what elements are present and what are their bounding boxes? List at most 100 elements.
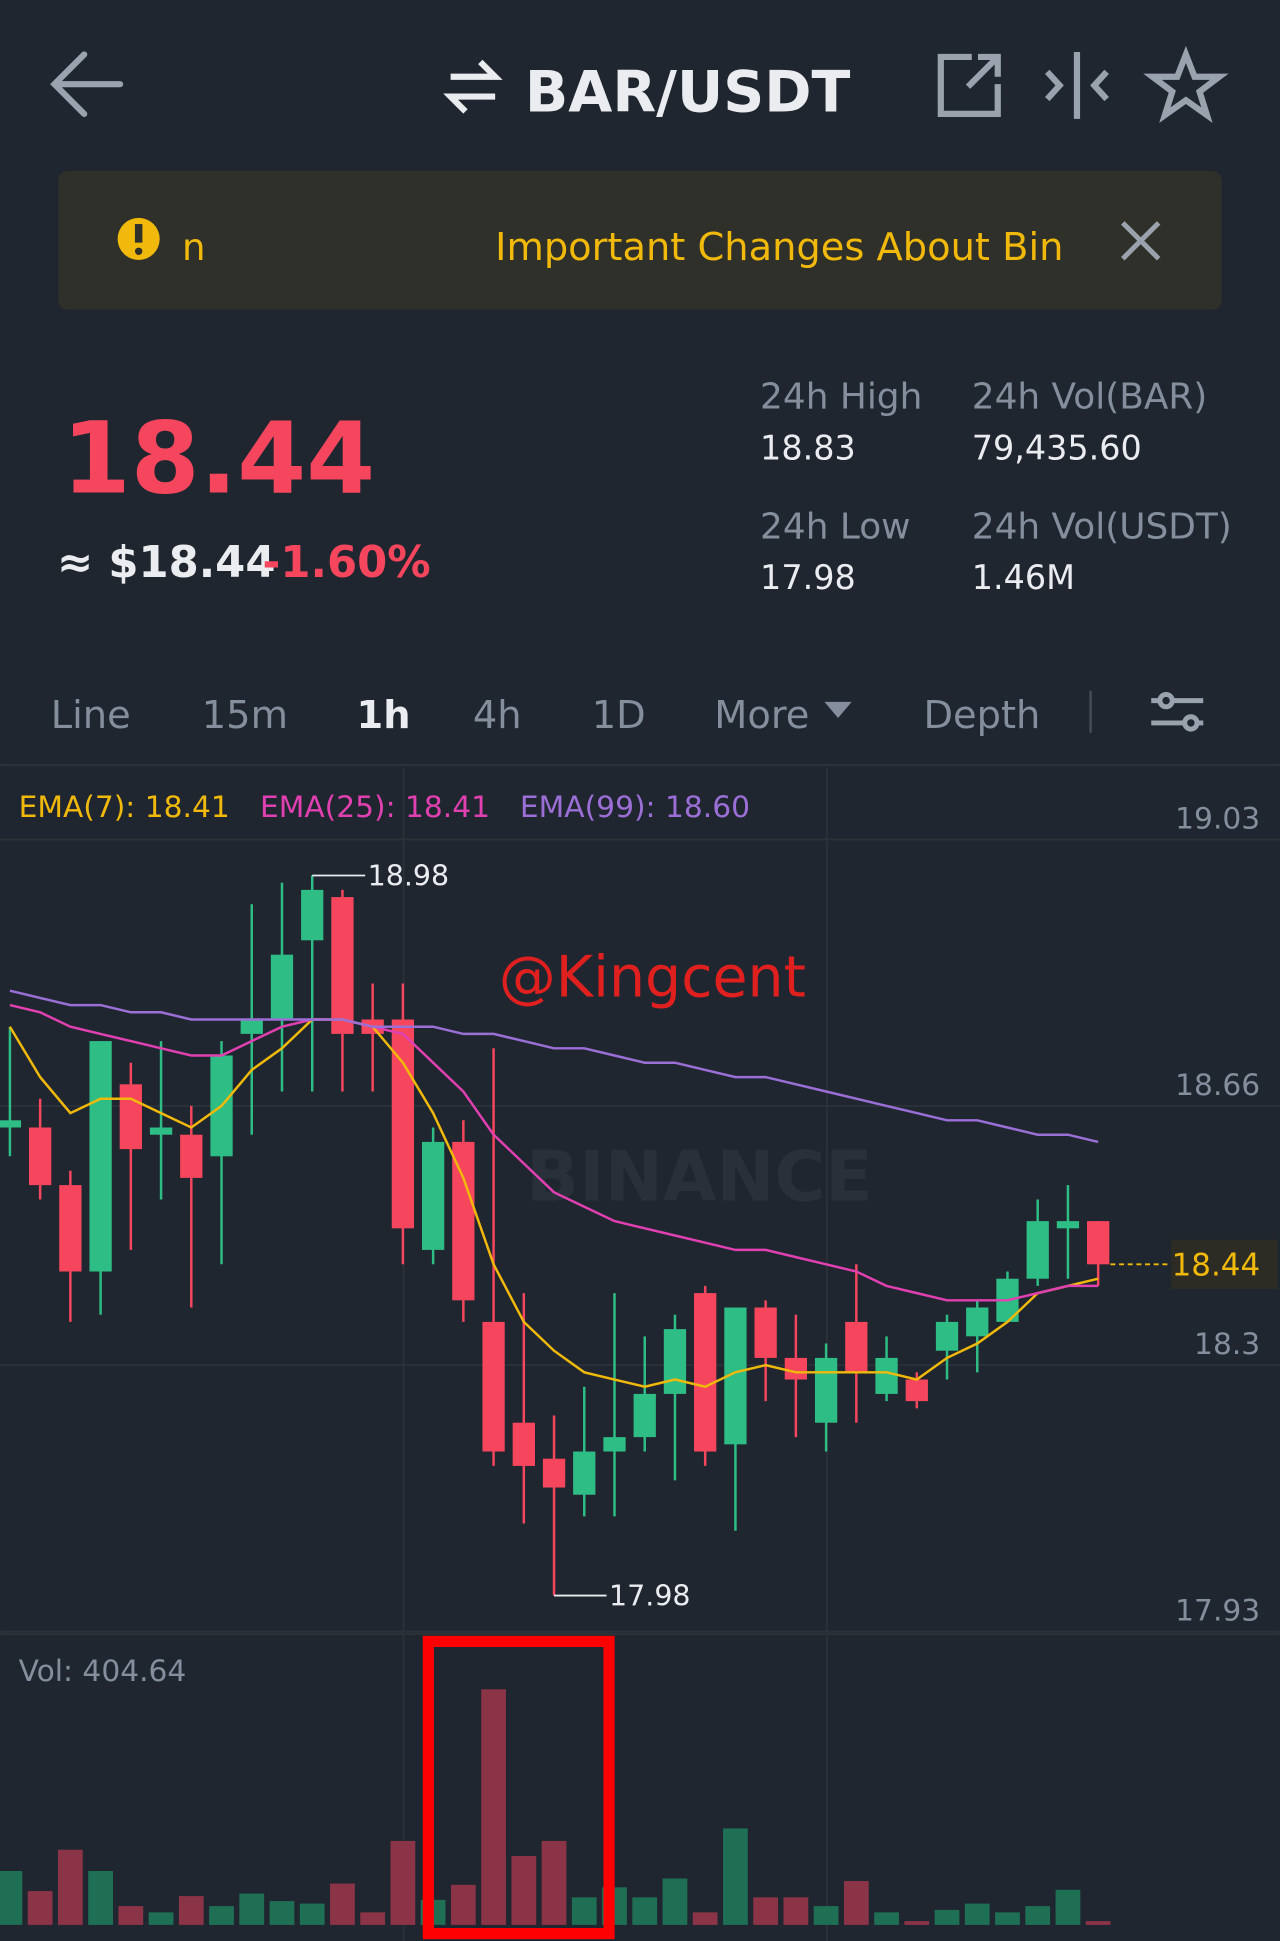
- ema-line: [9, 989, 1099, 1144]
- share-icon[interactable]: [937, 53, 1001, 117]
- approx-price: ≈ $18.44: [57, 538, 276, 588]
- volume-bar: [1055, 1889, 1081, 1925]
- volume-bar: [450, 1884, 476, 1925]
- highlight-box: [422, 1635, 615, 1940]
- ema-line: [9, 1003, 1099, 1302]
- volume-bar: [1085, 1921, 1111, 1925]
- volume-bar: [1025, 1906, 1051, 1925]
- tab[interactable]: 1h: [357, 693, 411, 738]
- dropdown-caret: [824, 701, 852, 718]
- candle-body: [966, 1307, 989, 1337]
- volume-bar: [995, 1912, 1020, 1925]
- price-change: -1.60%: [262, 538, 430, 588]
- volume-bar: [723, 1828, 748, 1925]
- high-label: 18.98: [368, 859, 450, 892]
- candle-body: [149, 1127, 173, 1135]
- legend-entry: EMA(7): 18.41: [19, 790, 230, 825]
- candle-body: [331, 897, 354, 1034]
- close-banner[interactable]: [1121, 221, 1161, 261]
- candle-body: [603, 1437, 626, 1452]
- tab[interactable]: Line: [51, 693, 131, 738]
- volume-bar: [118, 1906, 144, 1925]
- back-button[interactable]: [50, 51, 124, 117]
- candle-body: [180, 1134, 203, 1178]
- candle-body: [724, 1307, 747, 1445]
- volume-bar: [692, 1912, 718, 1925]
- favorite-icon[interactable]: [1143, 45, 1229, 123]
- volume-bar: [148, 1912, 174, 1925]
- candle-body: [240, 1019, 263, 1034]
- stat-label: 24h Vol(USDT): [972, 506, 1232, 547]
- y-tick-label: 18.66: [1175, 1068, 1260, 1103]
- volume-bar: [753, 1897, 779, 1925]
- watermark: @Kingcent: [499, 944, 806, 1010]
- legend-entry: EMA(99): 18.60: [520, 790, 750, 825]
- candle-body: [905, 1379, 928, 1402]
- stat-value: 79,435.60: [972, 428, 1142, 467]
- tab[interactable]: Depth: [923, 693, 1040, 738]
- swap-icon[interactable]: [443, 59, 503, 114]
- last-price-label: 18.44: [1172, 1247, 1261, 1283]
- stat-value: 1.46M: [972, 558, 1075, 597]
- tab[interactable]: 15m: [202, 693, 288, 738]
- volume-bar: [632, 1897, 658, 1925]
- warning-icon-dot: [134, 247, 143, 256]
- candle-body: [542, 1458, 566, 1488]
- logo-watermark: BINANCE: [526, 1138, 873, 1218]
- candle-body: [875, 1357, 898, 1394]
- volume-bar: [0, 1871, 23, 1925]
- low-label: 17.98: [609, 1579, 691, 1612]
- compare-icon[interactable]: [1044, 51, 1109, 119]
- volume-bar: [27, 1891, 53, 1925]
- candle-body: [663, 1329, 687, 1394]
- y-tick-label: 17.93: [1175, 1593, 1260, 1628]
- candle-body: [1026, 1221, 1049, 1279]
- volume-bar: [843, 1881, 869, 1925]
- volume-bar: [783, 1897, 809, 1925]
- volume-bar: [57, 1849, 83, 1925]
- candle-body: [452, 1141, 475, 1301]
- volume-bar: [511, 1855, 537, 1925]
- volume-bar: [330, 1883, 355, 1925]
- candle-body: [1087, 1221, 1110, 1265]
- volume-bar: [541, 1840, 567, 1925]
- candle-body: [694, 1293, 717, 1452]
- volume-label: Vol: 404.64: [19, 1654, 187, 1689]
- candle-body: [512, 1422, 535, 1466]
- volume-bar: [874, 1912, 899, 1925]
- stat-label: 24h Low: [760, 506, 910, 547]
- tab[interactable]: 1D: [592, 693, 646, 738]
- candle-body: [935, 1321, 959, 1351]
- banner[interactable]: [58, 170, 1222, 310]
- banner-prefix: n: [182, 226, 206, 269]
- volume-bar: [209, 1906, 234, 1925]
- volume-bar: [390, 1840, 416, 1925]
- stat-value: 17.98: [760, 558, 856, 597]
- banner-text[interactable]: Important Changes About Bin: [495, 225, 1063, 270]
- volume-bar: [904, 1921, 930, 1925]
- tab[interactable]: More: [714, 693, 809, 738]
- last-price-box: [1171, 1239, 1278, 1290]
- legend-entry: EMA(25): 18.41: [260, 790, 490, 825]
- last-price: 18.44: [62, 402, 375, 517]
- stat-label: 24h High: [760, 377, 922, 418]
- y-tick-label: 18.3: [1194, 1327, 1260, 1362]
- stat-value: 18.83: [760, 428, 856, 467]
- volume-bar: [88, 1871, 113, 1925]
- settings-icon[interactable]: [1151, 691, 1204, 732]
- volume-bar: [571, 1897, 597, 1925]
- volume-bar: [269, 1901, 295, 1925]
- candle-body: [482, 1321, 505, 1452]
- candle-body: [119, 1084, 142, 1150]
- tab[interactable]: 4h: [473, 693, 522, 738]
- candle-body: [845, 1321, 868, 1373]
- volume-bar: [481, 1689, 506, 1925]
- stat-label: 24h Vol(BAR): [972, 377, 1208, 418]
- candle-body: [391, 1019, 415, 1229]
- volume-bar: [299, 1903, 325, 1925]
- candle-body: [573, 1451, 596, 1495]
- candle-body: [270, 954, 294, 1020]
- candle-body: [814, 1357, 838, 1423]
